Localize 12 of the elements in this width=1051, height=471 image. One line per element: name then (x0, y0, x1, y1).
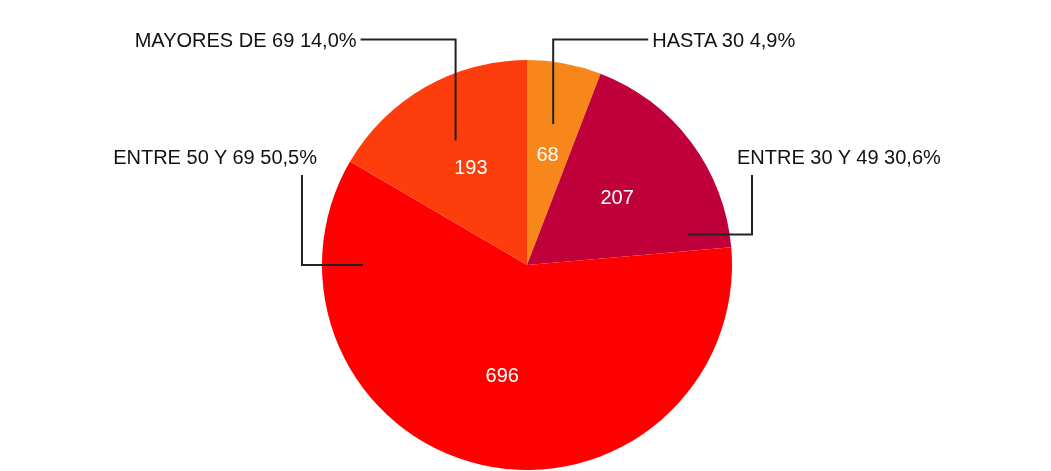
data-label: 207 (600, 186, 634, 209)
pie-slice (527, 60, 601, 265)
slice-label: HASTA 30 4,9% (652, 28, 796, 51)
data-label: 696 (485, 364, 519, 386)
data-label: 193 (454, 156, 488, 179)
pie-slice (527, 73, 732, 265)
data-label: 68 (536, 143, 559, 166)
pie-slice (322, 161, 732, 470)
slice-label: ENTRE 30 Y 49 30,6% (737, 146, 942, 168)
pie-slice (350, 60, 527, 265)
slice-label: ENTRE 50 Y 69 50,5% (113, 146, 318, 168)
slice-label: MAYORES DE 69 14,0% (134, 28, 357, 51)
